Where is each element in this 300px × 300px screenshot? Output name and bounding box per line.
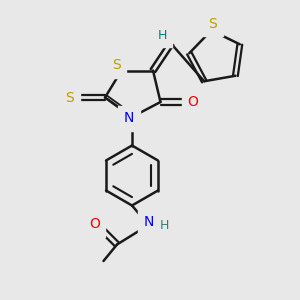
Text: O: O [89,218,100,231]
Text: S: S [65,91,74,104]
Text: S: S [208,17,217,31]
Text: S: S [112,58,121,72]
Text: N: N [124,112,134,125]
Text: O: O [187,95,198,109]
Text: H: H [157,28,167,42]
Text: N: N [144,215,154,229]
Text: H: H [159,219,169,232]
